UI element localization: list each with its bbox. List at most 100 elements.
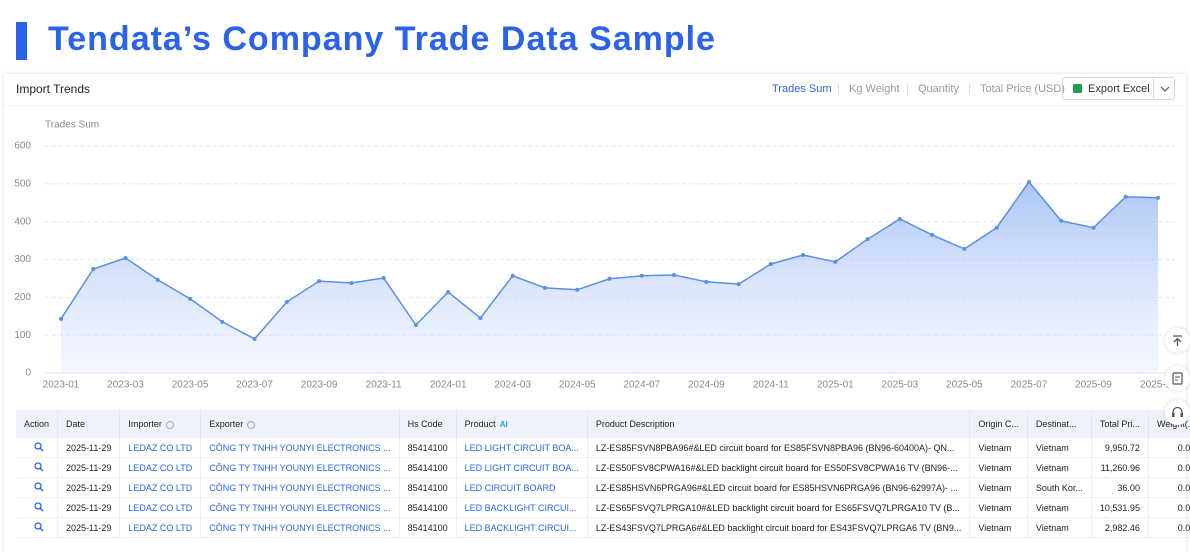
table-cell: 2025-11-29	[57, 517, 121, 538]
point	[1059, 218, 1064, 223]
page-title: Tendata’s Company Trade Data Sample	[48, 20, 716, 58]
table-cell[interactable]: LEDAZ CO LTD	[119, 457, 202, 478]
chart: Trades Sum 0 100 200 300 400 500 600 2023-01 202…	[14, 120, 1176, 391]
tab[interactable]: Kg Weight	[849, 83, 900, 95]
table-row[interactable]: 2025-11-29 LEDAZ CO LTD CÔNG TY TNHH YOUNY…	[16, 457, 1190, 478]
table-row[interactable]: 2025-11-29 LEDAZ CO LTD CÔNG TY TNHH YOUNY…	[16, 477, 1190, 498]
action-cell[interactable]	[16, 457, 59, 478]
y-tick-label: 300	[14, 254, 31, 265]
search-icon[interactable]	[34, 501, 44, 512]
notes-button[interactable]	[1165, 366, 1190, 391]
search-icon[interactable]	[34, 441, 44, 452]
x-tick-label: 2023-11	[366, 380, 402, 391]
column-label: Total Pri...	[1099, 419, 1140, 429]
table-cell: 10,531.95	[1091, 497, 1149, 518]
table-cell[interactable]: LEDAZ CO LTD	[119, 517, 202, 538]
point	[381, 276, 386, 281]
column-header: Origin C...	[969, 410, 1028, 438]
y-tick-label: 400	[14, 216, 31, 227]
column-label: Product Description	[595, 419, 675, 429]
column-label: Exporter	[209, 419, 244, 429]
x-tick-label: 2025-05	[946, 380, 983, 391]
tab[interactable]: Trades Sum	[772, 83, 832, 95]
x-tick-label: 2023-03	[107, 380, 144, 391]
point	[349, 280, 354, 285]
table-cell[interactable]: CÔNG TY TNHH YOUNYI ELECTRONICS ...	[200, 457, 400, 478]
point	[575, 287, 580, 292]
table-cell: 9,950.72	[1091, 438, 1149, 458]
data-table: Action Date Importer Exporter Hs Code Product…	[16, 410, 1190, 538]
action-cell[interactable]	[16, 438, 59, 458]
column-header: Date	[57, 410, 121, 438]
table-cell[interactable]: LEDAZ CO LTD	[119, 477, 202, 498]
x-tick-label: 2023-09	[301, 380, 338, 391]
table-cell[interactable]: LEDAZ CO LTD	[119, 438, 202, 458]
table-cell[interactable]: LED BACKLIGHT CIRCUI...	[456, 497, 588, 518]
table-cell: 0.00	[1148, 497, 1190, 518]
table-cell[interactable]: CÔNG TY TNHH YOUNYI ELECTRONICS ...	[200, 497, 400, 518]
point	[897, 217, 902, 222]
x-tick-label: 2024-09	[688, 380, 725, 391]
table-cell: LZ-ES65FSVQ7LPRGA10#&LED backlight circu…	[587, 497, 971, 518]
tab[interactable]: Total Price (USD)	[980, 83, 1065, 95]
header-row: Action Date Importer Exporter Hs Code Product…	[16, 410, 1190, 438]
table-cell: 0.00	[1148, 457, 1190, 478]
info-icon[interactable]	[165, 420, 174, 429]
tab-separator	[838, 84, 839, 95]
x-tick-label: 2025-03	[882, 380, 919, 391]
table-cell: LZ-ES85HSVN6PRGA96#&LED circuit board fo…	[587, 477, 971, 498]
table-row[interactable]: 2025-11-29 LEDAZ CO LTD CÔNG TY TNHH YOUNY…	[16, 438, 1190, 458]
search-icon[interactable]	[34, 521, 44, 532]
x-tick-label: 2024-03	[494, 380, 531, 391]
table-cell[interactable]: CÔNG TY TNHH YOUNYI ELECTRONICS ...	[200, 438, 400, 458]
table-cell: 85414100	[399, 457, 457, 478]
title-accent	[16, 22, 27, 60]
separator	[1153, 78, 1154, 99]
table-cell: Vietnam	[1027, 457, 1092, 478]
table-cell[interactable]: LEDAZ CO LTD	[119, 497, 202, 518]
action-cell[interactable]	[16, 497, 59, 518]
divider	[4, 105, 1186, 106]
excel-icon	[1073, 84, 1082, 93]
point	[930, 232, 935, 237]
table-cell: LZ-ES85FSVN8PBA96#&LED circuit board for…	[587, 438, 971, 458]
scroll-top-button[interactable]	[1165, 328, 1190, 353]
table-row[interactable]: 2025-11-29 LEDAZ CO LTD CÔNG TY TNHH YOUNY…	[16, 517, 1190, 538]
dropdown-caret[interactable]	[1160, 86, 1170, 92]
y-tick-label: 0	[25, 368, 31, 379]
point	[833, 259, 838, 264]
x-tick-label: 2025-09	[1075, 380, 1112, 391]
table-cell: 2025-11-29	[57, 457, 121, 478]
column-label: Date	[66, 419, 86, 429]
action-cell[interactable]	[16, 477, 59, 498]
table-cell: Vietnam	[969, 497, 1028, 518]
table-cell[interactable]: CÔNG TY TNHH YOUNYI ELECTRONICS ...	[200, 477, 400, 498]
table-cell: 85414100	[399, 477, 457, 498]
export-label: Export Excel	[1088, 83, 1150, 95]
tab[interactable]: Quantity	[918, 83, 959, 95]
x-tick-label: 2024-11	[753, 380, 789, 391]
export-button[interactable]: Export Excel	[1062, 77, 1175, 100]
table-cell: 85414100	[399, 517, 457, 538]
table-cell[interactable]: CÔNG TY TNHH YOUNYI ELECTRONICS ...	[200, 517, 400, 538]
table-cell: 0.00	[1148, 438, 1190, 458]
y-tick-label: 200	[14, 292, 31, 303]
support-button[interactable]	[1165, 400, 1190, 425]
search-icon[interactable]	[34, 461, 44, 472]
info-icon[interactable]	[247, 420, 256, 429]
action-cell[interactable]	[16, 517, 59, 538]
table-cell[interactable]: LED LIGHT CIRCUIT BOA...	[456, 457, 588, 478]
table-row[interactable]: 2025-11-29 LEDAZ CO LTD CÔNG TY TNHH YOUNY…	[16, 497, 1190, 518]
point	[155, 277, 160, 282]
point	[510, 273, 515, 278]
table-cell[interactable]: LED CIRCUIT BOARD	[456, 477, 588, 498]
panel-title: Import Trends	[16, 82, 91, 96]
table-cell: Vietnam	[1027, 517, 1092, 538]
point	[220, 319, 225, 324]
search-icon[interactable]	[34, 481, 44, 492]
table-cell[interactable]: LED LIGHT CIRCUIT BOA...	[456, 438, 588, 458]
point	[59, 316, 63, 321]
table-cell: Vietnam	[969, 517, 1028, 538]
column-header: Product AI	[456, 410, 588, 438]
table-cell[interactable]: LED BACKLIGHT CIRCUI...	[456, 517, 588, 538]
